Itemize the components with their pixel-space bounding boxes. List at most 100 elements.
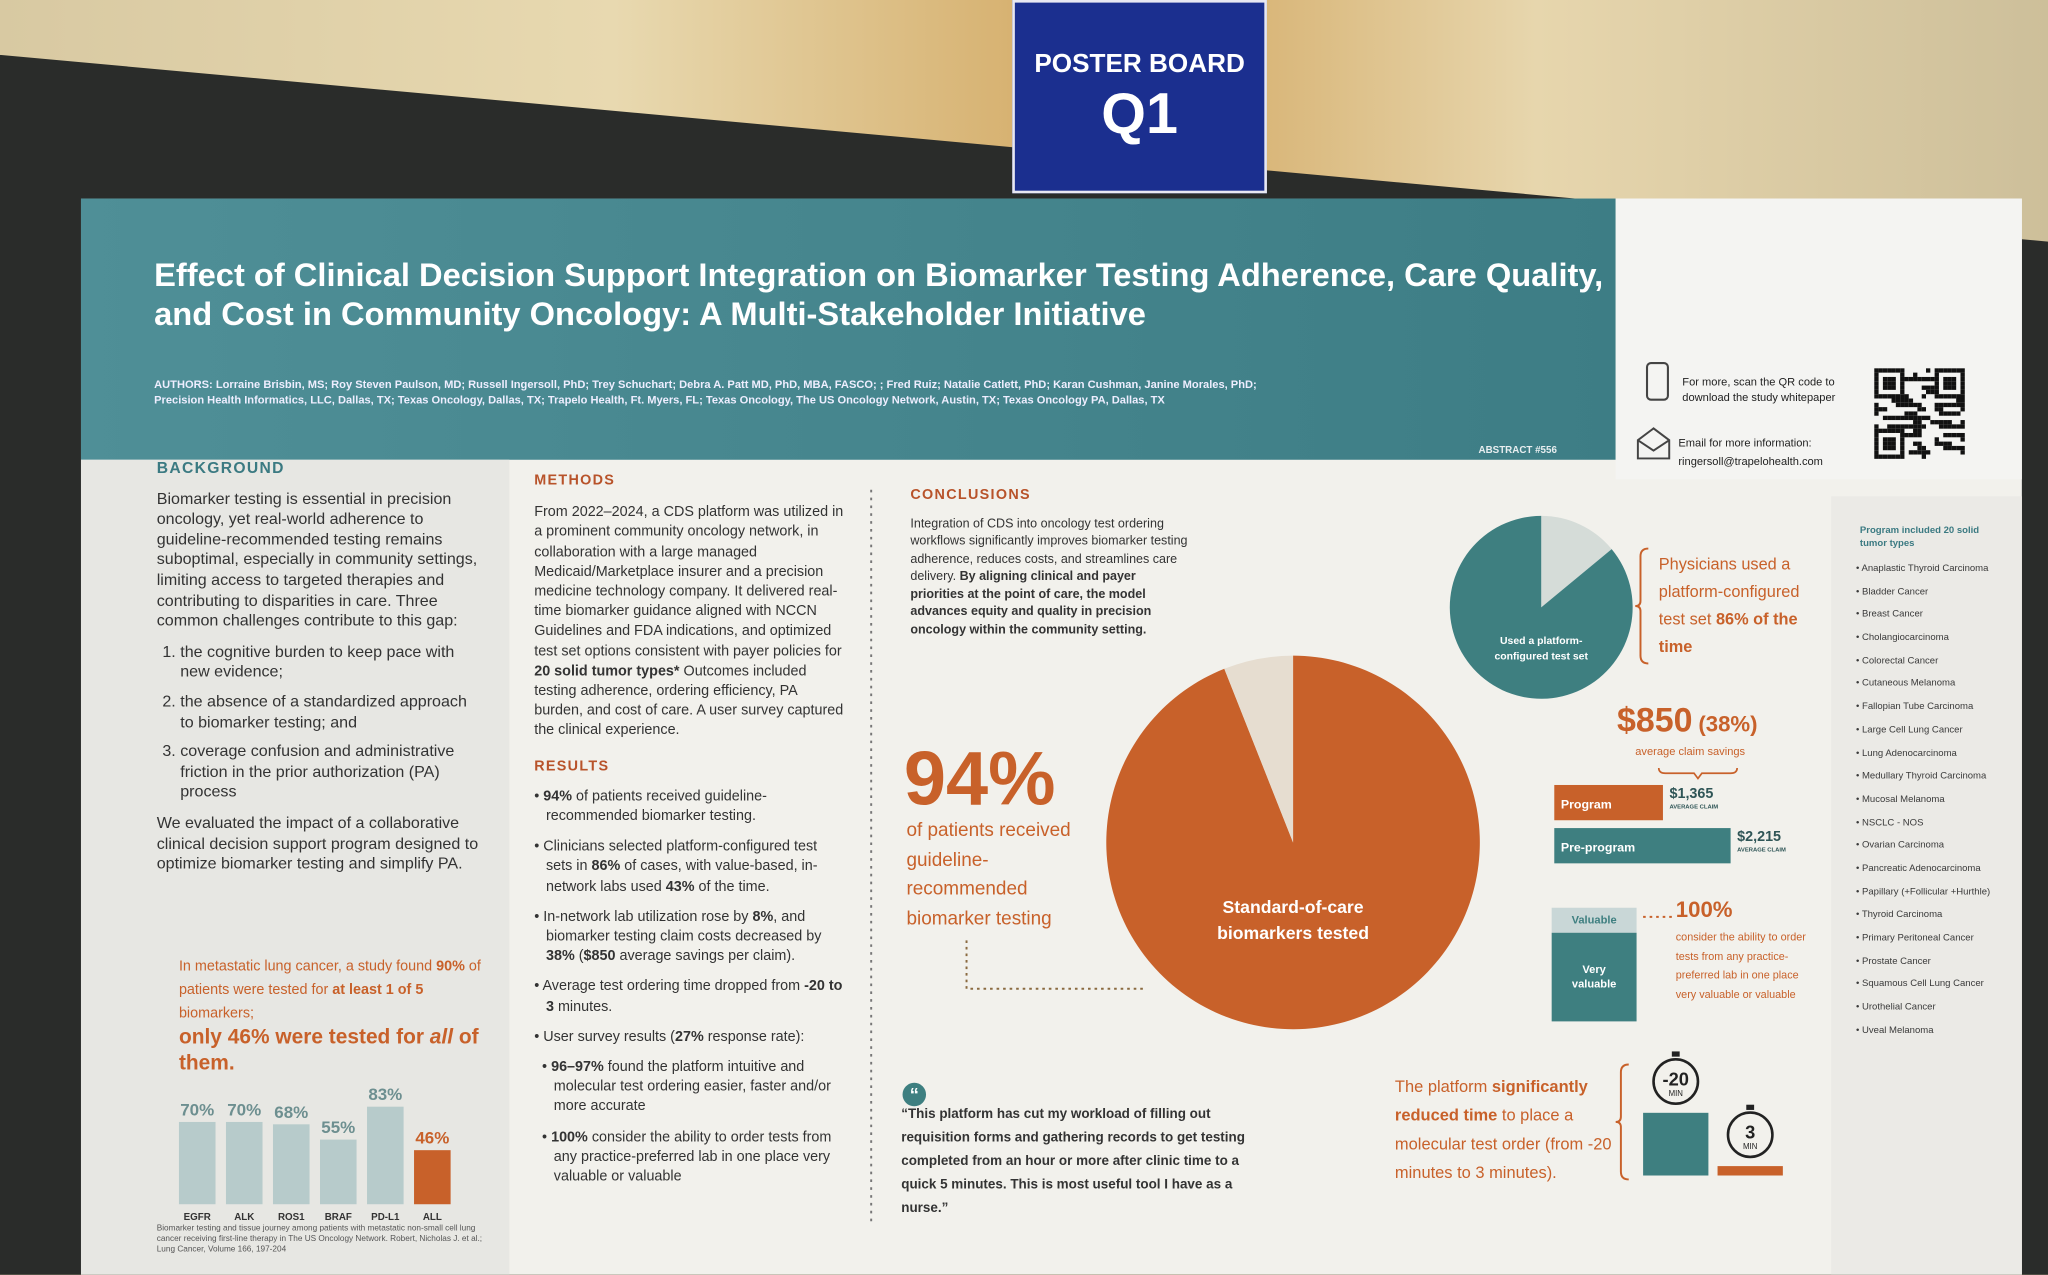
callout-emphasis: only 46% were tested for all of them. [179, 1025, 486, 1077]
conclusions-text: Integration of CDS into oncology test or… [910, 515, 1191, 638]
tumor-name: Urothelial Cancer [1861, 1000, 1936, 1013]
qr-module [1874, 411, 1879, 416]
survey-value: 100% [1675, 897, 1733, 923]
tumor-type: • Uveal Melanoma [1855, 1023, 1934, 1036]
qr-module [1947, 376, 1952, 382]
qr-module [1960, 445, 1965, 451]
qr-module [1874, 372, 1879, 377]
qr-module [1926, 376, 1931, 382]
qr-module [1882, 428, 1888, 433]
tumor-name: Colorectal Cancer [1861, 654, 1939, 666]
qr-module [1926, 389, 1931, 395]
qr-module [1887, 441, 1892, 446]
highlight-text: of patients received guideline-recommend… [906, 820, 1071, 930]
qr-module [1887, 437, 1892, 442]
qr-module [1913, 420, 1918, 425]
qr-module [1960, 398, 1965, 403]
qr-module [1943, 432, 1948, 438]
qr-module [1887, 415, 1892, 421]
survey-list: • 96–97% found the platform intuitive an… [534, 1058, 845, 1188]
bold-run: at least 1 of 5 [332, 982, 424, 998]
authors-list: Lorraine Brisbin, MS; Roy Steven Paulson… [215, 377, 1257, 391]
qr-module [1921, 424, 1927, 429]
tumor-name: Cholangiocarcinoma [1861, 630, 1949, 643]
qr-module [1921, 450, 1927, 455]
data-label: -20 [1663, 1068, 1689, 1089]
qr-module [1930, 420, 1935, 425]
bold-run: $850 [583, 948, 616, 965]
qr-module [1891, 376, 1896, 382]
text-run: biomarkers; [178, 1005, 254, 1022]
qr-module [1934, 407, 1939, 412]
qr-module [1904, 398, 1909, 403]
qr-module [1943, 424, 1948, 429]
qr-module [1943, 420, 1948, 425]
tumor-type: • Urothelial Cancer [1855, 1000, 1936, 1013]
text-run: Clinicians selected platform-configured … [543, 838, 818, 875]
qr-module [1913, 432, 1918, 438]
qr-module [1934, 372, 1939, 377]
qr-module [1947, 381, 1952, 386]
qr-module [1900, 368, 1905, 373]
qr-module [1895, 415, 1901, 421]
qr-module [1891, 441, 1896, 446]
qr-module [1921, 385, 1927, 390]
savings-caption: average claim savings [1635, 744, 1746, 758]
qr-module [1934, 381, 1939, 386]
result-item: • In-network lab utilization rose by 8%,… [534, 908, 822, 965]
qr-module [1917, 415, 1922, 421]
bracket [1615, 1063, 1629, 1181]
qr-module [1900, 381, 1905, 386]
qr-module [1921, 454, 1927, 459]
qr-module [1874, 432, 1879, 438]
qr-module [1960, 372, 1965, 377]
qr-module [1943, 381, 1948, 386]
text-run: Outcomes included testing adherence, ord… [534, 663, 844, 739]
text-run: Average test ordering time dropped from [542, 978, 805, 995]
qr-module [1874, 376, 1879, 382]
qr-module [1956, 398, 1961, 403]
data-label: $1,365 [1669, 786, 1713, 802]
qr-module [1956, 402, 1961, 408]
tumor-name: Primary Peritoneal Cancer [1861, 931, 1974, 944]
qr-module [1874, 394, 1879, 399]
qr-module [1887, 445, 1892, 451]
qr-module [1908, 415, 1914, 421]
qr-module [1938, 402, 1944, 408]
qr-module [1900, 445, 1905, 451]
unit-label: MIN [1669, 1089, 1684, 1098]
savings: $850 (38%) [1617, 700, 1758, 740]
pie-slice [1106, 655, 1480, 1030]
result-item: • Clinicians selected platform-configure… [534, 838, 818, 895]
results-list: • 94% of patients received guideline-rec… [534, 787, 845, 1187]
qr-module [1895, 424, 1901, 429]
qr-module [1917, 441, 1922, 446]
result-item: • Average test ordering time dropped fro… [534, 978, 843, 1015]
qr-module [1900, 415, 1905, 421]
pie-slice [1224, 655, 1294, 843]
qr-module [1960, 402, 1965, 408]
bracket [1635, 547, 1649, 665]
qr-module [1895, 368, 1901, 373]
affiliations: Precision Health Informatics, LLC, Dalla… [154, 393, 1165, 407]
tumor-type: • Prostate Cancer [1855, 954, 1931, 967]
tumor-name: Papillary (+Follicular +Hurthle) [1861, 885, 1991, 897]
qr-module [1900, 376, 1905, 382]
qr-module [1921, 394, 1927, 399]
qr-module [1947, 394, 1952, 399]
tumor-type: • Squamous Cell Lung Cancer [1855, 977, 1984, 990]
qr-module [1913, 428, 1918, 433]
qr-module [1943, 411, 1948, 416]
qr-module [1900, 372, 1905, 377]
qr-module [1900, 402, 1905, 408]
title: Effect of Clinical Decision Support Inte… [154, 257, 1604, 334]
qr-module [1943, 376, 1948, 382]
sign-code: Q1 [1101, 82, 1178, 147]
qr-module [1878, 454, 1883, 459]
value-caption: AVERAGE CLAIM [1669, 804, 1718, 810]
text-run: to place a molecular test order (from -2… [1394, 1106, 1612, 1183]
qr-module [1874, 450, 1879, 455]
qr-module [1913, 402, 1918, 408]
text-run: In-network lab utilization rose by [543, 908, 753, 925]
qr-module [1947, 432, 1952, 438]
